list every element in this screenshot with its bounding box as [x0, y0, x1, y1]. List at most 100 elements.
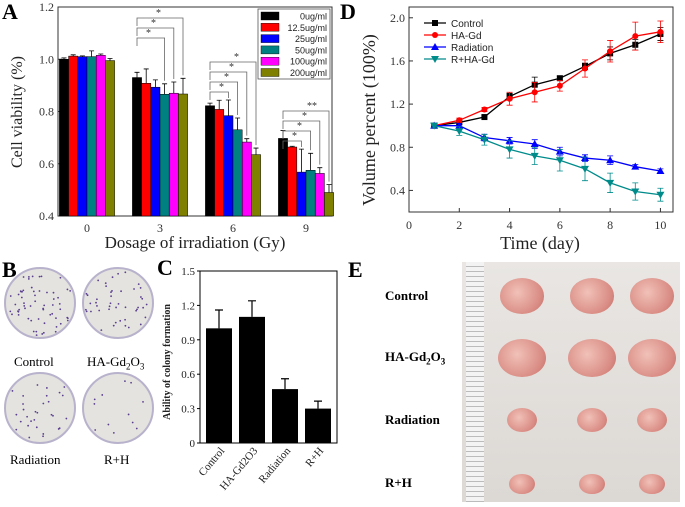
legend-swatch-a: [260, 45, 280, 55]
data-point-d: [656, 191, 665, 199]
significance-label: *: [292, 131, 297, 142]
colony-dot: [110, 291, 112, 294]
petri-dish: [4, 372, 76, 444]
significance-bracket: [209, 81, 238, 116]
y-tick-label-d: 2.0: [390, 11, 405, 25]
error-bar-a: [253, 147, 259, 155]
colony-dot: [108, 308, 110, 311]
significance-label: *: [219, 82, 224, 93]
error-bar-a: [326, 184, 332, 193]
significance-bracket: [282, 140, 302, 149]
data-point-d: [455, 128, 464, 136]
colony-dot: [95, 301, 97, 304]
colony-dot: [32, 290, 35, 293]
colony-dot: [29, 305, 32, 307]
ruler: [466, 262, 484, 502]
tumor-specimen: [577, 408, 607, 432]
data-point-d: [505, 146, 514, 154]
colony-dot: [42, 331, 45, 334]
colony-dot: [43, 304, 46, 307]
error-bar-a: [134, 71, 140, 78]
colony-dot: [11, 390, 14, 392]
bar-c: [206, 328, 232, 443]
colony-dot: [57, 296, 59, 299]
colony-dot: [34, 300, 37, 303]
colony-dot: [58, 391, 61, 394]
colony-dot: [142, 400, 144, 403]
colony-dot: [137, 306, 139, 309]
colony-dot: [41, 333, 44, 335]
colony-dot: [124, 271, 127, 274]
data-point-d: [556, 82, 563, 89]
error-bar-c: [314, 400, 322, 409]
colony-dot: [84, 308, 87, 311]
significance-bracket: [282, 130, 311, 151]
error-bar-a: [298, 148, 304, 173]
tumor-specimen: [628, 338, 676, 378]
y-tick-label-c: 0.9: [181, 335, 195, 347]
x-axis-title-a: Dosage of irradiation (Gy): [105, 233, 286, 252]
data-point-d: [656, 167, 665, 174]
data-point-d: [430, 122, 439, 130]
colony-dot: [94, 429, 97, 431]
bar-a: [241, 141, 252, 217]
colony-dot: [14, 303, 17, 306]
dish-label-control: Control: [14, 354, 54, 369]
bar-a: [251, 154, 261, 217]
error-bar-a: [98, 53, 104, 56]
colony-dot: [15, 428, 18, 431]
significance-label: *: [229, 62, 234, 73]
y-tick-label-c: 1.2: [181, 300, 195, 312]
colony-dot: [109, 302, 112, 305]
panel-label-d: D: [340, 0, 356, 24]
error-bar-a: [152, 79, 158, 88]
panel-label-c: C: [157, 255, 173, 280]
legend-a: [257, 8, 331, 80]
x-tick-label-c: Control: [196, 445, 227, 478]
colony-dot: [22, 408, 25, 411]
bar-a: [287, 146, 298, 217]
colony-dot: [131, 421, 134, 424]
colony-dot: [58, 302, 61, 305]
colony-dot: [15, 413, 18, 416]
error-bar-a: [107, 58, 113, 61]
legend-swatch-a: [260, 34, 280, 43]
colony-dot: [136, 308, 138, 311]
colony-dot: [98, 309, 101, 312]
colony-dot: [137, 283, 140, 286]
tumor-specimen: [498, 338, 546, 378]
bar-a: [59, 59, 69, 217]
legend-label-a: 12.5ug/ml: [287, 23, 327, 33]
data-point-d: [581, 165, 589, 173]
x-axis-title-d: Time (day): [500, 233, 580, 254]
y-tick-label-a: 1.2: [39, 0, 54, 14]
colony-dot: [139, 323, 142, 326]
colony-dot: [145, 303, 148, 306]
colony-dot: [140, 296, 142, 298]
colony-dot: [144, 316, 147, 319]
colony-dot: [27, 317, 30, 320]
y-tick-label-c: 0.6: [181, 369, 195, 381]
significance-bracket: [282, 120, 321, 165]
colony-dot: [135, 309, 138, 312]
colony-dot: [135, 427, 138, 430]
significance-label: **: [307, 101, 317, 112]
legend-label-a: 200ug/ml: [290, 68, 327, 78]
x-tick-label-a: 3: [157, 221, 163, 235]
colony-dot: [33, 418, 36, 421]
data-point-d: [432, 32, 438, 38]
x-tick-label-a: 0: [84, 221, 90, 235]
data-point-d: [606, 179, 615, 187]
colony-dot: [63, 386, 66, 388]
tumor-specimen: [509, 473, 535, 495]
colony-dot: [52, 298, 55, 300]
colony-dot: [38, 275, 41, 278]
error-bar-a: [244, 138, 250, 143]
colony-dot: [112, 324, 115, 327]
data-point-d: [506, 95, 513, 102]
colony-dot: [69, 289, 72, 292]
legend-label-d: HA-Gd: [451, 31, 482, 42]
x-tick-label-d: 6: [557, 218, 563, 232]
colony-dot: [19, 290, 22, 293]
colony-dot: [54, 330, 57, 333]
